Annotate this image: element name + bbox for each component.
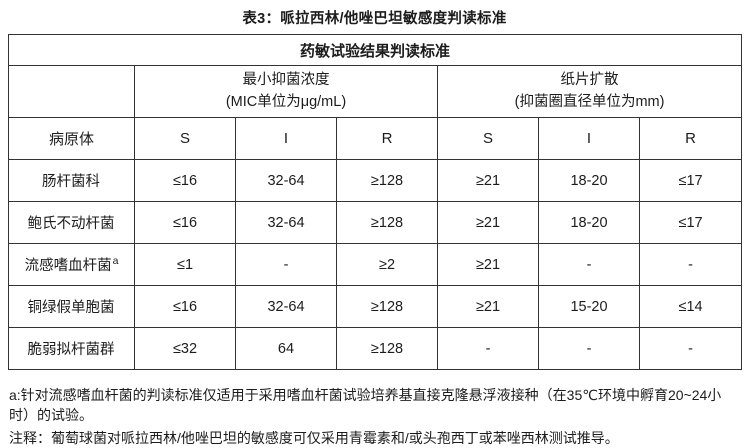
disk-i-value: 15-20 — [538, 285, 640, 328]
disk-r-value: ≤17 — [638, 201, 743, 244]
disk-s-value: ≥21 — [437, 159, 539, 202]
pathogen-name: 铜绿假单胞菌 — [27, 300, 115, 316]
mic-r-value: ≥128 — [336, 201, 438, 244]
pathogen-superscript: a — [112, 255, 119, 268]
table-row-enterobacteriaceae: 肠杆菌科 ≤16 32-64 ≥128 ≥21 18-20 ≤17 — [8, 159, 743, 202]
disk-r-value: - — [638, 327, 743, 370]
disk-i-value: 18-20 — [538, 159, 640, 202]
disk-r-value: - — [638, 243, 743, 286]
disk-r-column-header: R — [638, 117, 743, 160]
disk-r-value: ≤14 — [638, 285, 743, 328]
pathogen-column-header: 病原体 — [8, 117, 135, 160]
mic-s-value: ≤16 — [134, 201, 236, 244]
mic-i-value: 32-64 — [235, 159, 337, 202]
column-header-row: 病原体 S I R S I R — [8, 117, 743, 160]
mic-i-value: 64 — [235, 327, 337, 370]
table-row-acinetobacter: 鲍氏不动杆菌 ≤16 32-64 ≥128 ≥21 18-20 ≤17 — [8, 201, 743, 244]
pathogen-name: 脆弱拟杆菌群 — [27, 342, 115, 358]
mic-i-value: - — [235, 243, 337, 286]
mic-group-header: 最小抑菌浓度 (MIC单位为μg/mL) — [134, 65, 438, 118]
pathogen-name: 鲍氏不动杆菌 — [27, 216, 115, 232]
mic-i-value: 32-64 — [235, 201, 337, 244]
mic-r-value: ≥128 — [336, 159, 438, 202]
disk-group-title: 纸片扩散 — [560, 72, 619, 89]
disk-s-value: ≥21 — [437, 243, 539, 286]
main-header-row: 药敏试验结果判读标准 — [7, 34, 743, 66]
disk-s-value: ≥21 — [437, 201, 539, 244]
footnote-note: 注释：葡萄球菌对哌拉西林/他唑巴坦的敏感度可仅采用青霉素和/或头孢西丁或苯唑西林… — [9, 429, 619, 446]
footnote-a: a:针对流感嗜血杆菌的判读标准仅适用于采用嗜血杆菌试验培养基直接克隆悬浮液接种（… — [9, 387, 722, 424]
disk-i-value: 18-20 — [538, 201, 640, 244]
footnotes: a:针对流感嗜血杆菌的判读标准仅适用于采用嗜血杆菌试验培养基直接克隆悬浮液接种（… — [9, 385, 736, 448]
pathogen-cell: 流感嗜血杆菌a — [8, 243, 135, 286]
disk-s-value: ≥21 — [437, 285, 539, 328]
mic-i-column-header: I — [235, 117, 337, 160]
pathogen-name: 流感嗜血杆菌 — [24, 258, 112, 274]
pathogen-name: 肠杆菌科 — [42, 174, 100, 190]
pathogen-cell: 铜绿假单胞菌 — [8, 285, 135, 328]
pathogen-cell: 脆弱拟杆菌群 — [8, 327, 135, 370]
group-header-row: 最小抑菌浓度 (MIC单位为μg/mL) 纸片扩散 (抑菌圈直径单位为mm) — [8, 65, 743, 118]
disk-s-value: - — [437, 327, 539, 370]
mic-r-value: ≥128 — [336, 285, 438, 328]
pathogen-cell: 鲍氏不动杆菌 — [8, 201, 135, 244]
mic-i-value: 32-64 — [235, 285, 337, 328]
mic-r-value: ≥2 — [336, 243, 438, 286]
mic-s-value: ≤32 — [134, 327, 236, 370]
mic-s-value: ≤1 — [134, 243, 236, 286]
table-row-haemophilus: 流感嗜血杆菌a ≤1 - ≥2 ≥21 - - — [8, 243, 743, 286]
mic-s-value: ≤16 — [134, 159, 236, 202]
disk-s-column-header: S — [437, 117, 539, 160]
table-main-header: 药敏试验结果判读标准 — [7, 34, 743, 66]
mic-s-column-header: S — [134, 117, 236, 160]
table-row-bacteroides: 脆弱拟杆菌群 ≤32 64 ≥128 - - - — [8, 327, 743, 370]
mic-group-title: 最小抑菌浓度 — [242, 72, 330, 89]
table-row-pseudomonas: 铜绿假单胞菌 ≤16 32-64 ≥128 ≥21 15-20 ≤14 — [8, 285, 743, 328]
mic-s-value: ≤16 — [134, 285, 236, 328]
mic-r-column-header: R — [336, 117, 438, 160]
table-title: 表3：哌拉西林/他唑巴坦敏感度判读标准 — [242, 11, 507, 27]
disk-i-value: - — [538, 243, 640, 286]
disk-group-header: 纸片扩散 (抑菌圈直径单位为mm) — [436, 65, 743, 118]
mic-r-value: ≥128 — [336, 327, 438, 370]
disk-r-value: ≤17 — [638, 159, 743, 202]
corner-empty-cell — [8, 65, 135, 118]
disk-group-unit: (抑菌圈直径单位为mm) — [514, 93, 665, 110]
susceptibility-table: 药敏试验结果判读标准 最小抑菌浓度 (MIC单位为μg/mL) 纸片扩散 (抑菌… — [7, 34, 743, 370]
disk-i-column-header: I — [538, 117, 640, 160]
mic-group-unit: (MIC单位为μg/mL) — [225, 93, 347, 110]
pathogen-cell: 肠杆菌科 — [8, 159, 135, 202]
disk-i-value: - — [538, 327, 640, 370]
